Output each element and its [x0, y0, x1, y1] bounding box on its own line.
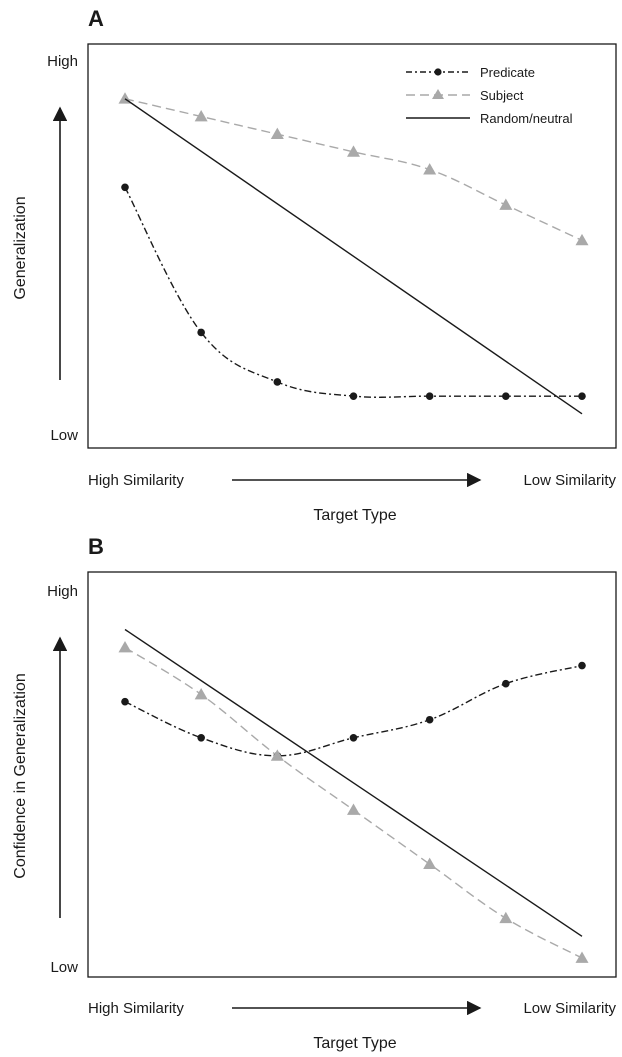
x-right-label-a: Low Similarity	[523, 472, 616, 489]
series-line-random-b	[124, 628, 583, 937]
y-low-label-a: Low	[50, 427, 78, 444]
plot-frame-b	[87, 571, 617, 978]
data-point-subject-b-5	[423, 857, 437, 870]
data-point-subject-b-3	[270, 749, 284, 761]
x-right-label-b: Low Similarity	[523, 1000, 616, 1017]
data-point-subject-b-1	[118, 641, 132, 653]
data-point-predicate-b-5	[425, 715, 434, 724]
y-high-label-b: High	[47, 583, 78, 600]
y-axis-title-b: Confidence in Generalization	[12, 673, 29, 878]
data-point-predicate-b-2	[197, 733, 205, 742]
series-group-a	[118, 92, 589, 415]
data-point-predicate-a-4	[349, 392, 358, 400]
data-point-predicate-a-2	[197, 328, 205, 337]
data-point-subject-a-7	[575, 233, 589, 246]
x-axis-title-a: Target Type	[313, 507, 396, 524]
data-point-predicate-a-1	[121, 183, 129, 192]
legend-label-predicate: Predicate	[480, 65, 535, 80]
x-axis-title-b: Target Type	[313, 1035, 396, 1052]
data-point-subject-b-4	[347, 803, 360, 815]
panel-label-b: B	[88, 534, 104, 559]
data-point-predicate-a-7	[578, 392, 586, 400]
data-point-predicate-a-6	[502, 392, 510, 400]
data-point-predicate-b-7	[578, 661, 586, 670]
data-point-subject-b-7	[575, 951, 589, 963]
y-high-label-a: High	[47, 53, 78, 70]
data-point-subject-b-2	[194, 687, 208, 700]
data-point-predicate-b-1	[121, 697, 129, 706]
y-axis-title-a: Generalization	[12, 196, 29, 299]
data-point-subject-a-6	[499, 198, 513, 210]
legend-marker-subject	[432, 89, 444, 99]
data-point-subject-a-4	[347, 145, 360, 157]
chart-panel-b: B High Low Confidence in Generalization …	[12, 534, 617, 1052]
x-left-label-a: High Similarity	[88, 472, 184, 489]
series-line-subject-b	[124, 646, 583, 959]
data-point-predicate-a-3	[273, 378, 282, 386]
panel-label-a: A	[88, 6, 104, 31]
series-group-b	[118, 628, 589, 963]
data-point-predicate-b-4	[349, 733, 358, 742]
data-point-subject-a-5	[423, 163, 437, 175]
chart-panel-a: A High Low Generalization High Similarit…	[12, 6, 617, 524]
data-point-predicate-a-5	[425, 392, 434, 400]
legend: Predicate Subject Random/neutral	[406, 65, 573, 126]
legend-marker-predicate	[434, 68, 442, 76]
data-point-subject-a-2	[194, 109, 208, 122]
series-line-predicate-b	[124, 664, 583, 757]
data-point-predicate-b-6	[502, 679, 510, 688]
y-low-label-b: Low	[50, 959, 78, 976]
data-point-subject-b-6	[499, 911, 513, 924]
legend-label-subject: Subject	[480, 88, 524, 103]
data-point-subject-a-3	[270, 127, 284, 140]
x-left-label-b: High Similarity	[88, 1000, 184, 1017]
plot-frame-a	[87, 43, 617, 449]
series-line-random-a	[124, 98, 583, 415]
legend-label-random: Random/neutral	[480, 111, 573, 126]
